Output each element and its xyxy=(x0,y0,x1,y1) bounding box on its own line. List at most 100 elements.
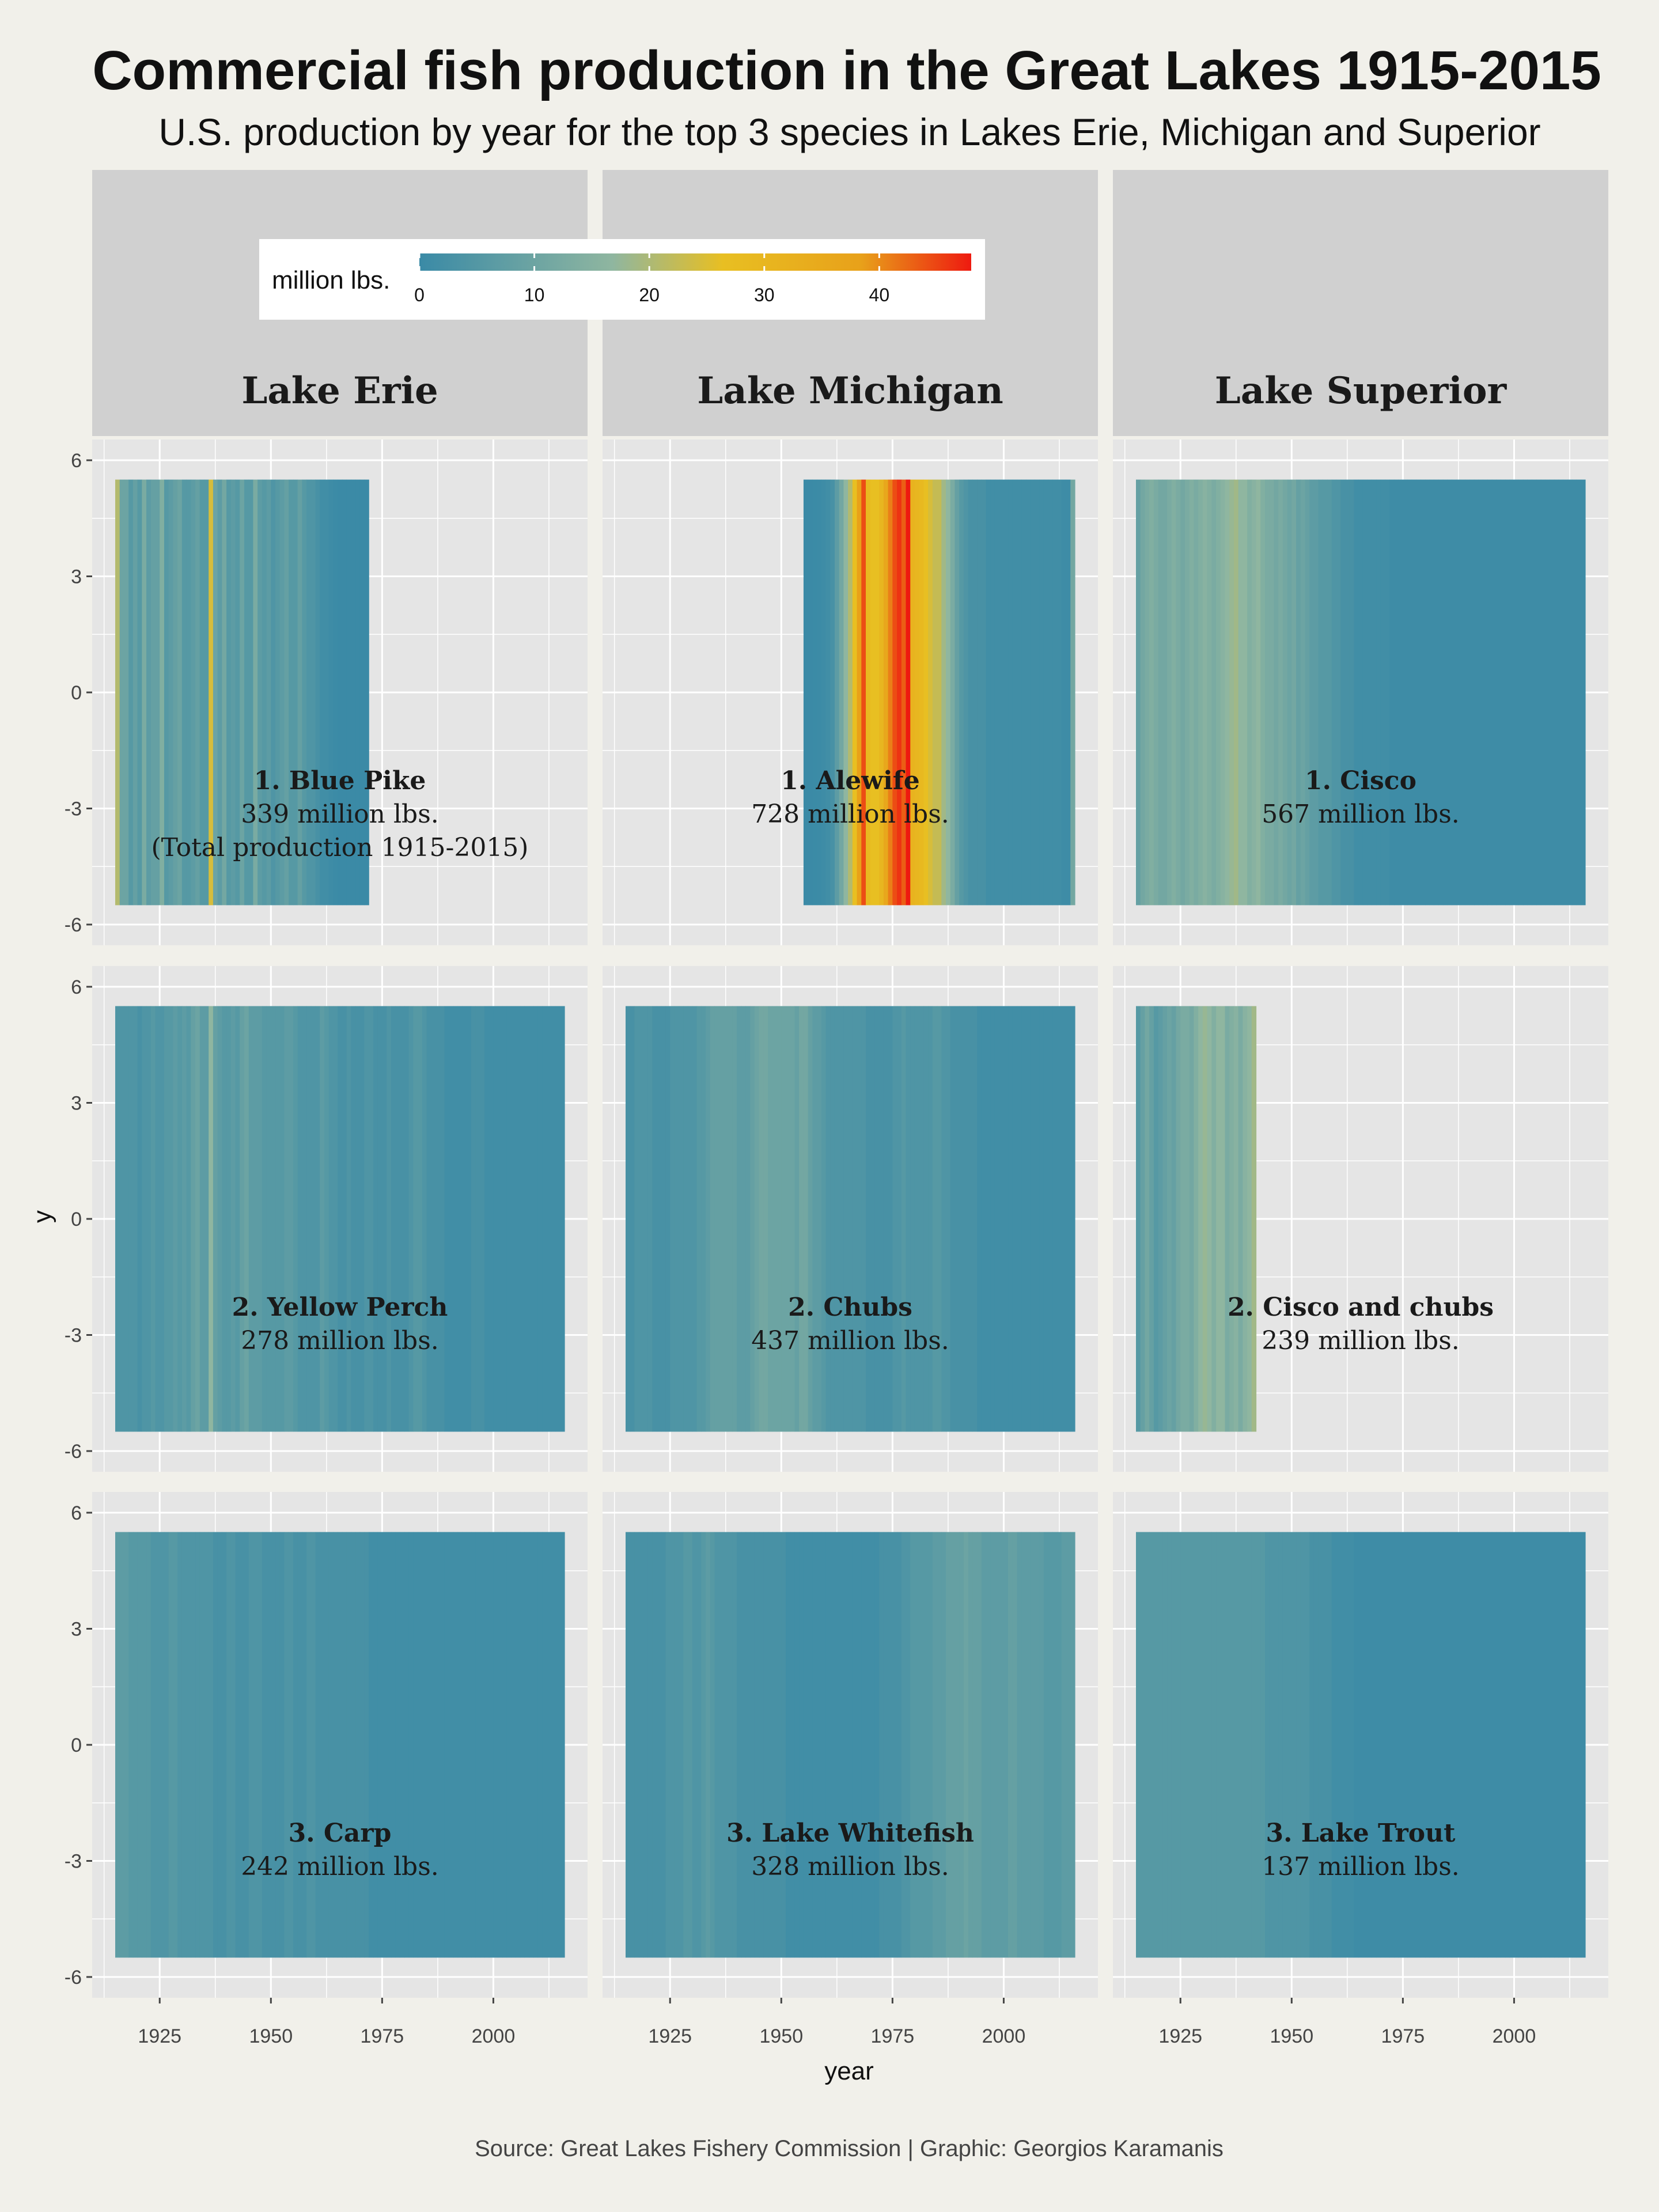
heatmap-cell xyxy=(1398,479,1403,906)
heatmap-cell xyxy=(1287,1532,1292,1958)
heatmap-cell xyxy=(710,1532,715,1958)
heatmap-cell xyxy=(1509,1532,1515,1958)
heatmap-cell xyxy=(164,1006,169,1432)
heatmap-cell xyxy=(1153,1532,1159,1958)
heatmap-cell xyxy=(186,479,191,906)
heatmap-cell xyxy=(1171,1532,1177,1958)
x-tick-label: 2000 xyxy=(472,2025,516,2047)
heatmap-cell xyxy=(204,1006,209,1432)
heatmap-cell xyxy=(857,479,862,906)
heatmap-cell xyxy=(1407,479,1412,906)
heatmap-cell xyxy=(1522,479,1528,906)
heatmap-cell xyxy=(808,479,813,906)
heatmap-cell xyxy=(364,1006,369,1432)
heatmap-cell xyxy=(191,1006,196,1432)
heatmap-cell xyxy=(164,1532,169,1958)
heatmap-cell xyxy=(817,1006,822,1432)
heatmap-cell xyxy=(475,1006,480,1432)
heatmap-cell xyxy=(959,479,964,906)
heatmap-cell xyxy=(1393,1532,1399,1958)
heatmap-cell xyxy=(950,479,956,906)
heatmap-cell xyxy=(204,479,209,906)
heatmap-cell xyxy=(493,1006,498,1432)
heatmap-cell xyxy=(728,1006,733,1432)
heatmap-cell xyxy=(1505,1532,1510,1958)
heatmap-cell xyxy=(1066,1006,1071,1432)
heatmap-cell xyxy=(293,479,298,906)
heatmap-cell xyxy=(999,479,1005,906)
heatmap-cell xyxy=(484,1006,490,1432)
heatmap-cell xyxy=(768,1006,773,1432)
heatmap-cell xyxy=(1225,1006,1230,1432)
species-label: 2. Chubs xyxy=(788,1293,912,1322)
heatmap-cell xyxy=(1434,479,1439,906)
heatmap-cell xyxy=(830,479,835,906)
x-axis-title: year xyxy=(824,2057,874,2085)
heatmap-cell xyxy=(529,1532,534,1958)
heatmap-cell xyxy=(994,1006,1000,1432)
heatmap-cell xyxy=(1158,479,1163,906)
heatmap-cell xyxy=(1518,1532,1524,1958)
heatmap-cell xyxy=(1372,1532,1377,1958)
heatmap-cell xyxy=(639,1006,644,1432)
heatmap-cell xyxy=(1501,479,1506,906)
heatmap-cell xyxy=(1229,1006,1234,1432)
heatmap-cell xyxy=(1216,479,1221,906)
heatmap-cell xyxy=(688,1006,693,1432)
heatmap-cell xyxy=(1167,1532,1172,1958)
heatmap-cell xyxy=(533,1532,539,1958)
heatmap-cell xyxy=(137,1006,142,1432)
heatmap-cell xyxy=(790,1006,796,1432)
heatmap-cell xyxy=(115,1006,120,1432)
heatmap-cell xyxy=(1540,479,1546,906)
heatmap-cell xyxy=(825,1006,831,1432)
heatmap-cell xyxy=(364,479,369,906)
heatmap-cell xyxy=(1438,479,1444,906)
chart-title: Commercial fish production in the Great … xyxy=(92,40,1601,101)
heatmap-cell xyxy=(547,1532,552,1958)
heatmap-cell xyxy=(137,1532,142,1958)
heatmap-cell xyxy=(155,1006,160,1432)
heatmap-cell xyxy=(1300,1532,1306,1958)
species-total: 328 million lbs. xyxy=(751,1852,949,1881)
heatmap-cell xyxy=(1465,479,1470,906)
heatmap-cell xyxy=(146,1532,151,1958)
heatmap-cell xyxy=(1198,1532,1203,1958)
heatmap-cell xyxy=(1030,1532,1036,1958)
heatmap-cell xyxy=(506,1006,512,1432)
heatmap-cell xyxy=(968,1006,973,1432)
heatmap-cell xyxy=(866,479,871,906)
heatmap-cell xyxy=(1026,1006,1031,1432)
heatmap-cell xyxy=(1216,1006,1221,1432)
heatmap-cell xyxy=(714,1006,719,1432)
heatmap-cell xyxy=(262,1006,267,1432)
heatmap-cell xyxy=(647,1532,653,1958)
heatmap-cell xyxy=(1296,479,1301,906)
heatmap-cell xyxy=(1532,1532,1537,1958)
heatmap-cell xyxy=(150,1532,156,1958)
heatmap-cell xyxy=(1411,1532,1417,1958)
heatmap-cell xyxy=(1425,479,1430,906)
heatmap-cell xyxy=(426,1532,431,1958)
heatmap-cell xyxy=(1194,1532,1199,1958)
heatmap-cell xyxy=(351,479,356,906)
heatmap-cell xyxy=(928,1532,933,1958)
heatmap-cell xyxy=(1483,1532,1488,1958)
heatmap-cell xyxy=(150,479,156,906)
heatmap-cell xyxy=(906,479,911,906)
heatmap-cell xyxy=(1229,1532,1234,1958)
heatmap-cell xyxy=(1282,479,1288,906)
heatmap-cell xyxy=(812,1532,817,1958)
heatmap-cell xyxy=(462,1532,467,1958)
heatmap-cell xyxy=(763,1532,768,1958)
heatmap-cell xyxy=(639,1532,644,1958)
legend-tick-label: 30 xyxy=(754,285,775,305)
heatmap-cell xyxy=(333,1006,338,1432)
heatmap-cell xyxy=(168,479,173,906)
heatmap-cell xyxy=(1452,479,1457,906)
heatmap-cell xyxy=(226,1532,232,1958)
heatmap-cell xyxy=(160,1532,165,1958)
heatmap-cell xyxy=(1189,1006,1194,1432)
heatmap-cell xyxy=(240,479,245,906)
heatmap-cell xyxy=(1505,479,1510,906)
